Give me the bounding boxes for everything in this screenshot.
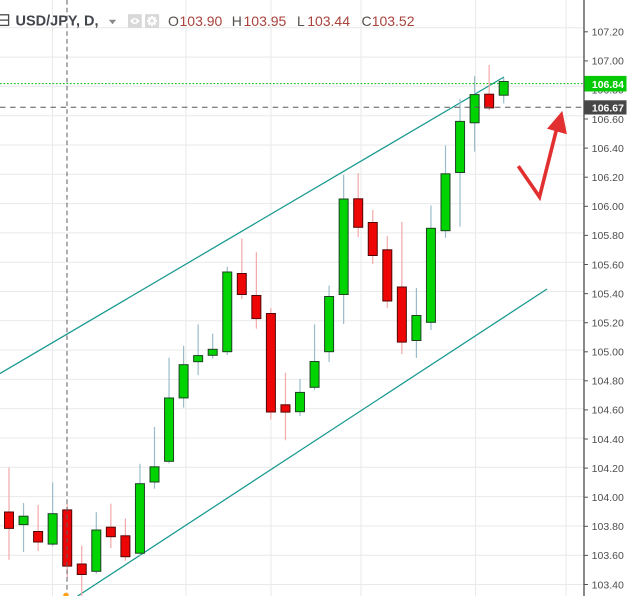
svg-text:105.60: 105.60 [592, 259, 624, 271]
svg-text:103.44: 103.44 [307, 13, 350, 29]
svg-text:104.20: 104.20 [592, 463, 624, 475]
svg-text:106.84: 106.84 [592, 79, 624, 91]
svg-text:103.60: 103.60 [592, 550, 624, 562]
svg-text:106.00: 106.00 [592, 201, 624, 213]
svg-text:103.52: 103.52 [372, 13, 415, 29]
svg-text:O: O [168, 13, 179, 29]
svg-text:104.60: 104.60 [592, 405, 624, 417]
svg-text:104.00: 104.00 [592, 492, 624, 504]
svg-text:105.20: 105.20 [592, 318, 624, 330]
svg-text:106.60: 106.60 [592, 114, 624, 126]
svg-text:105.40: 105.40 [592, 288, 624, 300]
svg-text:104.40: 104.40 [592, 434, 624, 446]
svg-text:103.40: 103.40 [592, 579, 624, 591]
svg-text:103.80: 103.80 [592, 521, 624, 533]
svg-text:106.40: 106.40 [592, 143, 624, 155]
svg-text:USD/JPY, D,: USD/JPY, D, [16, 13, 99, 29]
svg-text:106.67: 106.67 [592, 103, 624, 115]
svg-text:C: C [362, 13, 372, 29]
svg-text:106.20: 106.20 [592, 172, 624, 184]
svg-text:107.20: 107.20 [592, 27, 624, 39]
svg-text:103.90: 103.90 [180, 13, 223, 29]
svg-text:103.95: 103.95 [244, 13, 287, 29]
svg-text:104.80: 104.80 [592, 376, 624, 388]
svg-text:H: H [232, 13, 242, 29]
svg-text:105.00: 105.00 [592, 347, 624, 359]
svg-text:107.00: 107.00 [592, 56, 624, 68]
svg-text:105.80: 105.80 [592, 230, 624, 242]
svg-text:L: L [297, 13, 305, 29]
